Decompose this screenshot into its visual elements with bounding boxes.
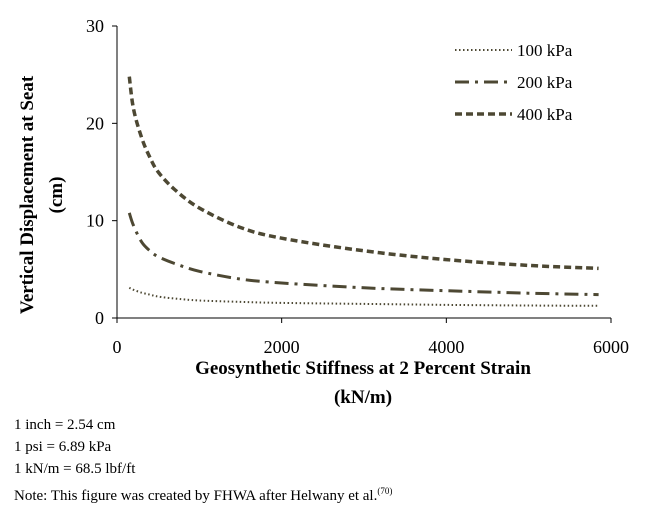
x-tick-label: 6000 bbox=[593, 337, 629, 357]
figure-notes: 1 inch = 2.54 cm 1 psi = 6.89 kPa 1 kN/m… bbox=[14, 414, 392, 507]
x-tick-label: 4000 bbox=[428, 337, 464, 357]
x-tick-label: 0 bbox=[113, 337, 122, 357]
conversion-note-inch: 1 inch = 2.54 cm bbox=[14, 417, 116, 433]
legend-label: 200 kPa bbox=[517, 73, 573, 92]
source-note-text: Note: This figure was created by FHWA af… bbox=[14, 488, 378, 504]
series-line-100-kpa bbox=[128, 286, 599, 307]
series-line-400-kpa bbox=[127, 76, 599, 271]
source-note: Note: This figure was created by FHWA af… bbox=[14, 480, 392, 507]
y-tick-label: 10 bbox=[86, 211, 104, 231]
x-tick-label: 2000 bbox=[264, 337, 300, 357]
source-note-reference: (70) bbox=[377, 486, 393, 496]
x-axis-title-line2: (kN/m) bbox=[334, 387, 392, 408]
legend-label: 100 kPa bbox=[517, 41, 573, 60]
y-axis-title-line2: (cm) bbox=[46, 177, 67, 214]
chart-axes: 0 10 20 30 0 2000 4000 6000 bbox=[86, 16, 629, 357]
y-tick-label: 0 bbox=[95, 308, 104, 328]
x-axis-title-line1: Geosynthetic Stiffness at 2 Percent Stra… bbox=[195, 358, 531, 379]
conversion-note-kn: 1 kN/m = 68.5 lbf/ft bbox=[14, 461, 136, 477]
chart-series-lines bbox=[127, 76, 599, 307]
y-tick-label: 30 bbox=[86, 16, 104, 36]
line-chart: 0 10 20 30 0 2000 4000 6000 100 kPa 200 kPa 400 k… bbox=[17, 16, 629, 408]
legend-label: 400 kPa bbox=[517, 105, 573, 124]
y-tick-label: 20 bbox=[86, 113, 104, 133]
conversion-note-psi: 1 psi = 6.89 kPa bbox=[14, 439, 112, 455]
chart-legend: 100 kPa 200 kPa 400 kPa bbox=[455, 41, 573, 124]
y-axis-title-line1: Vertical Displacement at Seat bbox=[17, 75, 38, 314]
series-line-200-kpa bbox=[127, 212, 599, 297]
